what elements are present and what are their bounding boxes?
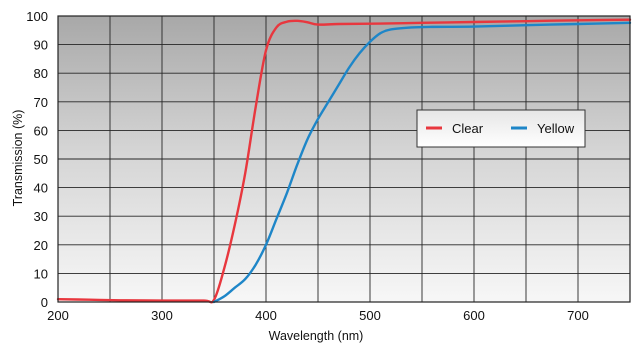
grid — [58, 16, 630, 302]
x-tick-label: 300 — [151, 308, 173, 323]
y-tick-label: 90 — [34, 38, 48, 53]
y-tick-label: 50 — [34, 152, 48, 167]
x-tick-label: 700 — [567, 308, 589, 323]
x-tick-label: 400 — [255, 308, 277, 323]
legend-label-clear: Clear — [452, 121, 484, 136]
x-tick-label: 200 — [47, 308, 69, 323]
y-tick-label: 100 — [26, 9, 48, 24]
y-axis-ticks: 0 10 20 30 40 50 60 70 80 90 100 — [26, 9, 48, 310]
y-tick-label: 10 — [34, 266, 48, 281]
y-tick-label: 70 — [34, 95, 48, 110]
x-tick-label: 500 — [359, 308, 381, 323]
y-axis-label: Transmission (%) — [11, 110, 25, 207]
x-axis-label: Wavelength (nm) — [269, 329, 364, 343]
legend: Clear Yellow — [416, 109, 586, 148]
series-line-clear — [56, 18, 632, 304]
series-layer — [56, 18, 632, 304]
y-tick-label: 60 — [34, 123, 48, 138]
y-tick-label: 0 — [41, 295, 48, 310]
series-line-yellow — [212, 21, 632, 304]
x-axis-ticks: 200 300 400 500 600 700 — [47, 308, 589, 323]
legend-box — [416, 109, 586, 148]
legend-label-yellow: Yellow — [537, 121, 575, 136]
y-tick-label: 30 — [34, 209, 48, 224]
x-tick-label: 600 — [463, 308, 485, 323]
y-tick-label: 40 — [34, 181, 48, 196]
y-tick-label: 80 — [34, 66, 48, 81]
y-tick-label: 20 — [34, 238, 48, 253]
plot-frame — [57, 15, 631, 303]
